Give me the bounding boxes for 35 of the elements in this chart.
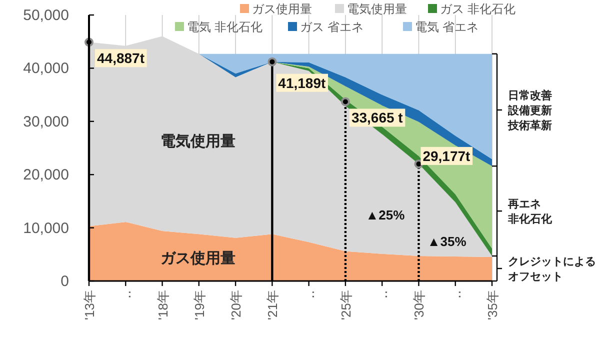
x-tick-label: ‥ [448,290,464,299]
annotation: ▲35% [427,234,467,250]
text: クレジットによるオフセット [508,256,596,283]
legend-label: ガス 省エネ [300,20,364,34]
y-tick-label: 40,000 [23,60,69,78]
x-tick-label: '19年 [192,290,207,320]
legend-label: ガス使用量 [252,2,312,16]
x-tick-label: ‥ [302,290,317,299]
x-tick-label: '13年 [82,290,97,320]
x-tick-label: '25年 [338,290,354,320]
x-tick-label: ‥ [118,290,134,299]
y-tick-label: 10,000 [23,220,69,237]
annotation: 41,189t [278,74,326,91]
y-tick-label: 30,000 [23,113,69,130]
x-tick-label: ‥ [375,290,390,299]
x-tick-label: '35年 [485,290,500,320]
x-tick-label: '18年 [155,290,170,320]
x-tick-label: '20年 [228,290,244,320]
legend-label: 電気 非化石化 [187,20,262,34]
annotation: 29,177t [422,148,471,164]
annotation: 44,887t [97,50,145,66]
y-tick-label: 50,000 [23,7,69,24]
y-tick-label: 0 [60,273,69,290]
annotation: 33,665 t [351,110,404,126]
text: 日常改善設備更新技術革新 [507,88,552,132]
x-tick-label: '30年 [412,290,427,320]
legend-label: ガス 非化石化 [440,2,516,16]
annotation: ガス使用量 [160,250,236,268]
y-tick-label: 20,000 [23,166,69,184]
text: 再エネ非化石化 [507,198,553,226]
legend-label: 電気 省エネ [415,20,478,34]
legend-label: 電気使用量 [347,2,407,16]
x-tick-label: '21年 [265,290,280,320]
annotation: ▲25% [366,208,406,222]
annotation: 電気使用量 [160,133,236,150]
